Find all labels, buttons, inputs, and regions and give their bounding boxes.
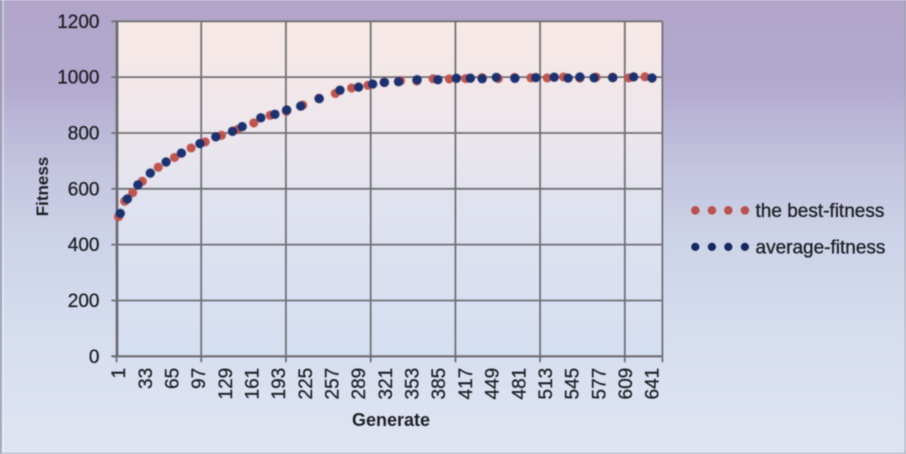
svg-text:33: 33: [136, 368, 157, 389]
svg-text:385: 385: [429, 368, 450, 400]
svg-text:513: 513: [536, 368, 557, 400]
svg-text:353: 353: [403, 368, 424, 400]
svg-text:Generate: Generate: [352, 410, 430, 430]
svg-text:545: 545: [563, 368, 584, 400]
svg-text:1: 1: [109, 368, 130, 379]
svg-text:161: 161: [243, 368, 264, 400]
svg-text:200: 200: [68, 291, 100, 312]
svg-text:the best-fitness: the best-fitness: [756, 201, 885, 222]
svg-text:800: 800: [68, 124, 100, 145]
svg-text:97: 97: [189, 368, 210, 389]
svg-text:Fitness: Fitness: [33, 157, 52, 217]
svg-text:1000: 1000: [57, 68, 99, 89]
svg-text:257: 257: [323, 368, 344, 400]
svg-text:289: 289: [349, 368, 370, 400]
svg-text:449: 449: [483, 368, 504, 400]
svg-text:225: 225: [296, 368, 317, 400]
svg-text:321: 321: [376, 368, 397, 400]
svg-text:129: 129: [216, 368, 237, 400]
svg-text:600: 600: [68, 179, 100, 200]
svg-text:65: 65: [163, 368, 184, 389]
svg-text:193: 193: [269, 368, 290, 400]
svg-text:609: 609: [616, 368, 637, 400]
svg-text:average-fitness: average-fitness: [756, 238, 886, 259]
svg-text:577: 577: [589, 368, 610, 400]
svg-text:641: 641: [643, 368, 664, 400]
svg-text:481: 481: [509, 368, 530, 400]
svg-text:417: 417: [456, 368, 477, 400]
svg-text:400: 400: [68, 235, 100, 256]
svg-text:0: 0: [89, 347, 100, 368]
svg-text:1200: 1200: [57, 12, 99, 33]
